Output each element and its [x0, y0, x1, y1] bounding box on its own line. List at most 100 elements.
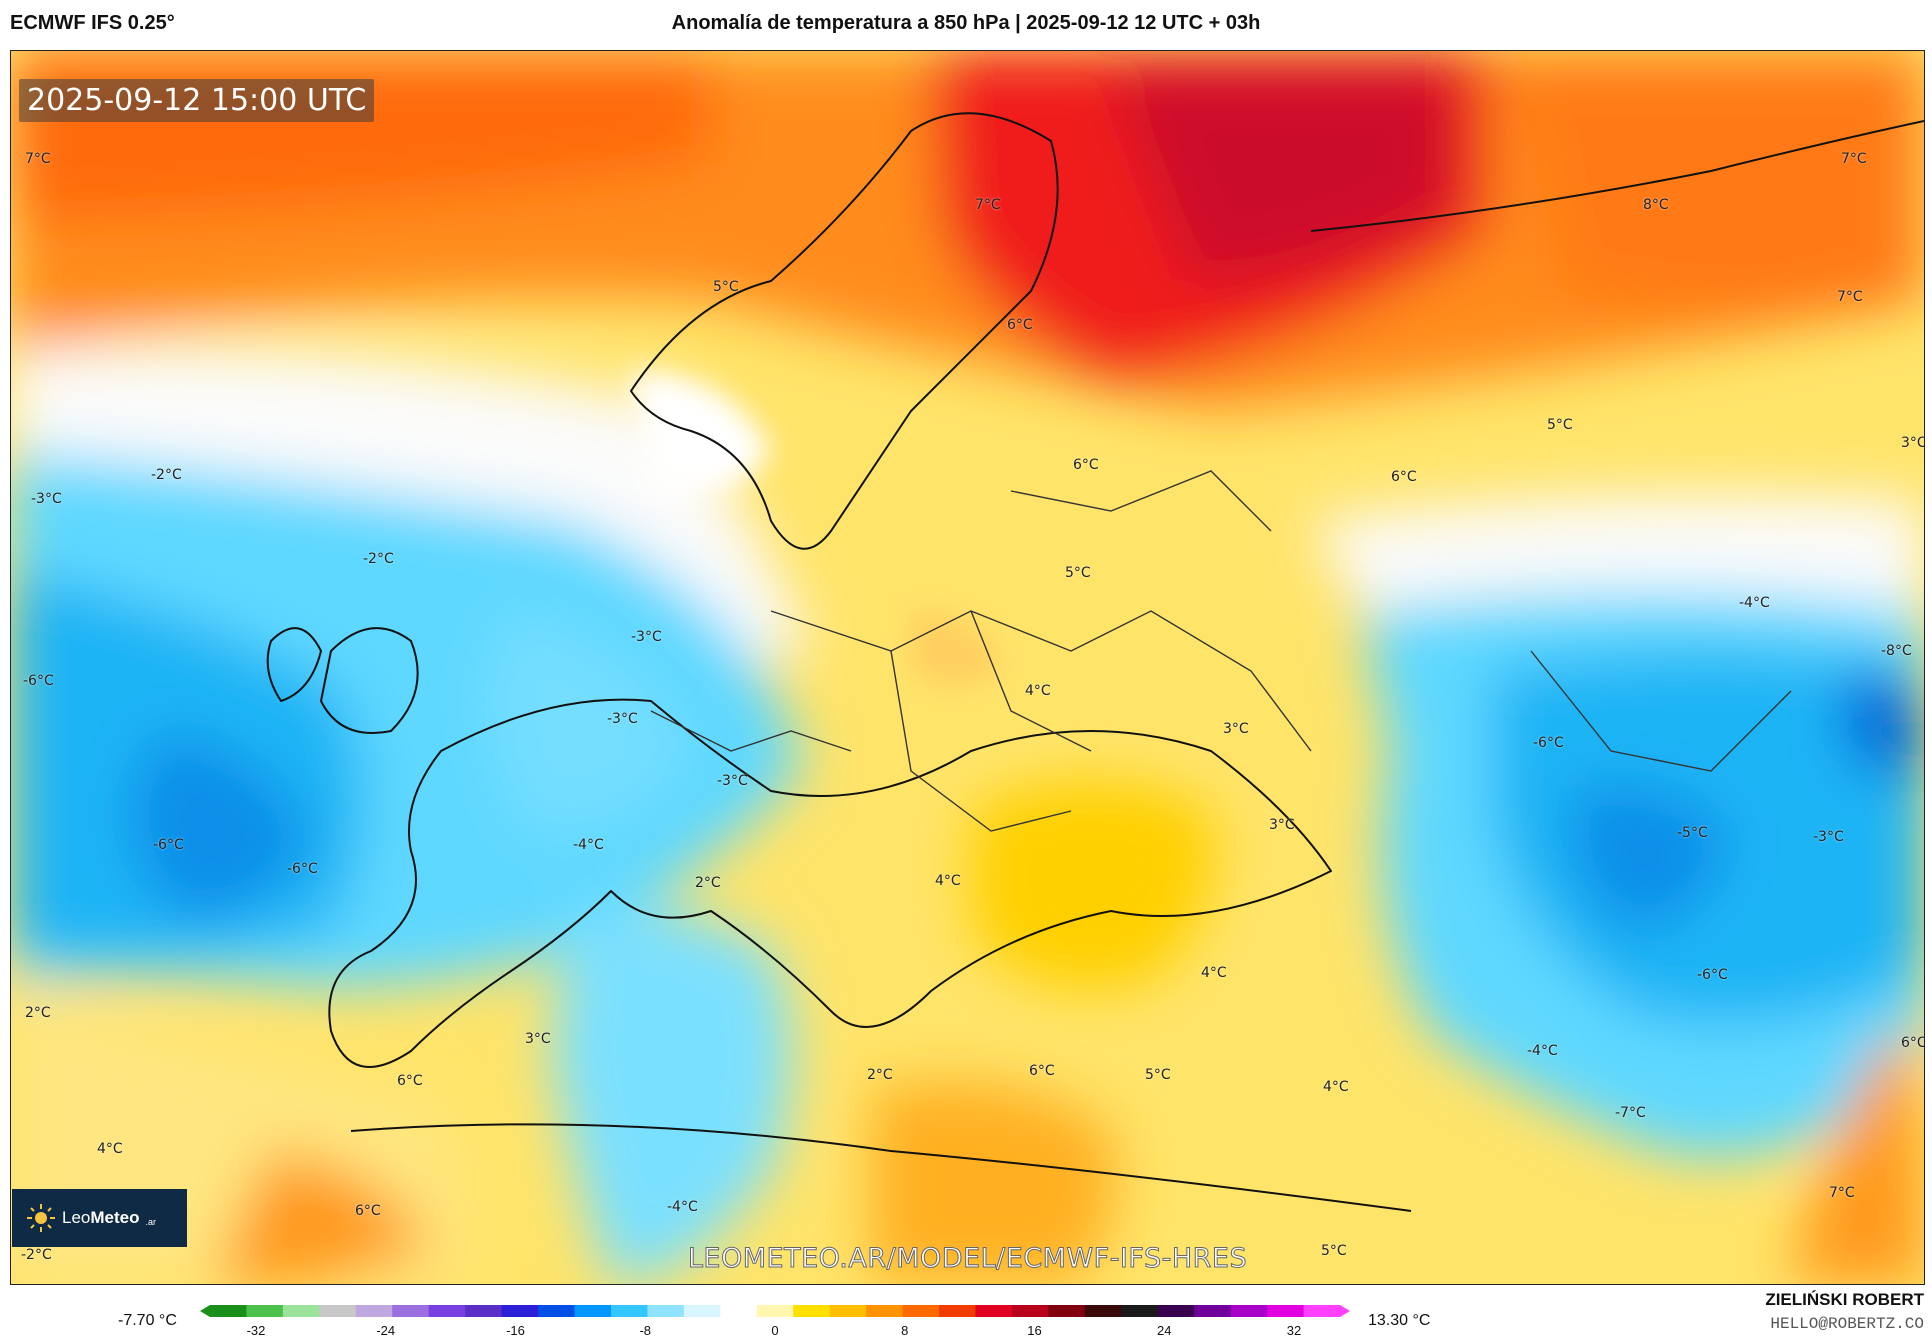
contour-label: -4°C	[573, 837, 604, 853]
contour-label: -3°C	[31, 491, 62, 507]
colorbar-segment	[319, 1305, 357, 1317]
contour-label: 6°C	[397, 1073, 423, 1089]
contour-label: -4°C	[1527, 1043, 1558, 1059]
colorbar-segment	[902, 1305, 940, 1317]
colorbar-arrow-min	[200, 1305, 210, 1317]
colorbar-tick-label: 32	[1286, 1323, 1302, 1338]
contour-label: 4°C	[935, 873, 961, 889]
contour-label: -3°C	[631, 629, 662, 645]
contour-label: -3°C	[717, 773, 748, 789]
colorbar-segment	[246, 1305, 284, 1317]
contour-label: -7°C	[1615, 1105, 1646, 1121]
contour-label: 7°C	[1837, 289, 1863, 305]
colorbar-segment	[1048, 1305, 1086, 1317]
colorbar-segment	[756, 1305, 794, 1317]
contour-label: -4°C	[667, 1199, 698, 1215]
colorbar-segment	[210, 1305, 247, 1317]
contour-label: 5°C	[1065, 565, 1091, 581]
contour-label: -2°C	[21, 1247, 52, 1263]
contour-label: 7°C	[1829, 1185, 1855, 1201]
anomaly-map	[11, 51, 1924, 1284]
colorbar-segment	[1084, 1305, 1122, 1317]
colorbar-segment	[574, 1305, 612, 1317]
colorbar-segment	[975, 1305, 1013, 1317]
contour-label: -2°C	[151, 467, 182, 483]
contour-label: -6°C	[153, 837, 184, 853]
contour-label: 4°C	[1323, 1079, 1349, 1095]
contour-label: -6°C	[1697, 967, 1728, 983]
contour-label: 4°C	[1025, 683, 1051, 699]
contour-label: -5°C	[1677, 825, 1708, 841]
contour-label: 4°C	[97, 1141, 123, 1157]
contour-label: -6°C	[1533, 735, 1564, 751]
author-name: ZIELIŃSKI ROBERT	[1765, 1290, 1924, 1309]
contour-label: 4°C	[1201, 965, 1227, 981]
colorbar-min-label: -7.70 °C	[118, 1312, 177, 1329]
colorbar-tick-label: -8	[639, 1323, 652, 1338]
contour-label: 6°C	[1073, 457, 1099, 473]
colorbar-tick-label: -24	[376, 1323, 396, 1338]
colorbar-segment	[355, 1305, 393, 1317]
map-panel: 2025-09-12 15:00 UTC 7°C 7°C 8°C 7°C 7°C 5°C 6…	[10, 50, 1925, 1285]
brand-suffix: .ar	[145, 1217, 157, 1227]
contour-label: 6°C	[1901, 1035, 1925, 1051]
colorbar-segment	[1230, 1305, 1268, 1317]
contour-label: 5°C	[713, 279, 739, 295]
colorbar-segment	[282, 1305, 320, 1317]
contour-label: -6°C	[23, 673, 54, 689]
colorbar-segment	[720, 1305, 758, 1317]
colorbar	[200, 1305, 1350, 1317]
colorbar-arrow-max	[1340, 1305, 1350, 1317]
colorbar-segment	[683, 1305, 721, 1317]
colorbar-segment	[1194, 1305, 1232, 1317]
contour-label: 6°C	[355, 1203, 381, 1219]
leometeo-logo[interactable]: LeoMeteo .ar	[12, 1189, 187, 1247]
contour-label: 6°C	[1007, 317, 1033, 333]
colorbar-tick-label: -16	[506, 1323, 525, 1338]
contour-label: -3°C	[607, 711, 638, 727]
contour-label: 7°C	[975, 197, 1001, 213]
source-url: LEOMETEO.AR/MODEL/ECMWF-IFS-HRES	[687, 1243, 1248, 1275]
colorbar-tick-label: -32	[246, 1323, 266, 1338]
colorbar-max-label: 13.30 °C	[1368, 1312, 1431, 1329]
colorbar-segment	[647, 1305, 685, 1317]
contour-label: 7°C	[1841, 151, 1867, 167]
colorbar-segment	[939, 1305, 976, 1317]
colorbar-segment	[1267, 1305, 1305, 1317]
colorbar-tick-label: 8	[901, 1323, 909, 1338]
contour-label: -3°C	[1813, 829, 1844, 845]
model-name: ECMWF IFS 0.25°	[10, 12, 175, 34]
colorbar-segment	[793, 1305, 831, 1317]
contour-label: 5°C	[1547, 417, 1573, 433]
contour-label: 6°C	[1391, 469, 1417, 485]
colorbar-segment	[866, 1305, 904, 1317]
colorbar-tick-label: 0	[771, 1323, 779, 1338]
contour-label: 2°C	[695, 875, 721, 891]
colorbar-segment	[465, 1305, 503, 1317]
contour-label: 2°C	[867, 1067, 893, 1083]
colorbar-segment	[1011, 1305, 1049, 1317]
contour-label: 8°C	[1643, 197, 1669, 213]
contour-label: -8°C	[1881, 643, 1912, 659]
author-email[interactable]: HELLO@ROBERTZ.CO	[1770, 1315, 1924, 1333]
contour-label: 7°C	[25, 151, 51, 167]
country-borders	[650, 470, 1792, 832]
contour-label: 6°C	[1029, 1063, 1055, 1079]
brand-name: LeoMeteo	[62, 1208, 140, 1227]
colorbar-segment	[829, 1305, 867, 1317]
sun-icon	[27, 1204, 55, 1232]
chart-title: Anomalía de temperatura a 850 hPa | 2025…	[671, 12, 1261, 34]
coastlines	[266, 112, 1924, 1212]
contour-label: -6°C	[287, 861, 318, 877]
colorbar-segment	[428, 1305, 466, 1317]
colorbar-segment	[610, 1305, 648, 1317]
contour-label: 3°C	[525, 1031, 551, 1047]
colorbar-tick-label: 24	[1157, 1323, 1172, 1338]
contour-label: 3°C	[1223, 721, 1249, 737]
colorbar-segment	[1157, 1305, 1195, 1317]
colorbar-segment	[1121, 1305, 1159, 1317]
colorbar-segment	[501, 1305, 539, 1317]
contour-label: -2°C	[363, 551, 394, 567]
colorbar-segment	[392, 1305, 430, 1317]
contour-label: 5°C	[1145, 1067, 1171, 1083]
